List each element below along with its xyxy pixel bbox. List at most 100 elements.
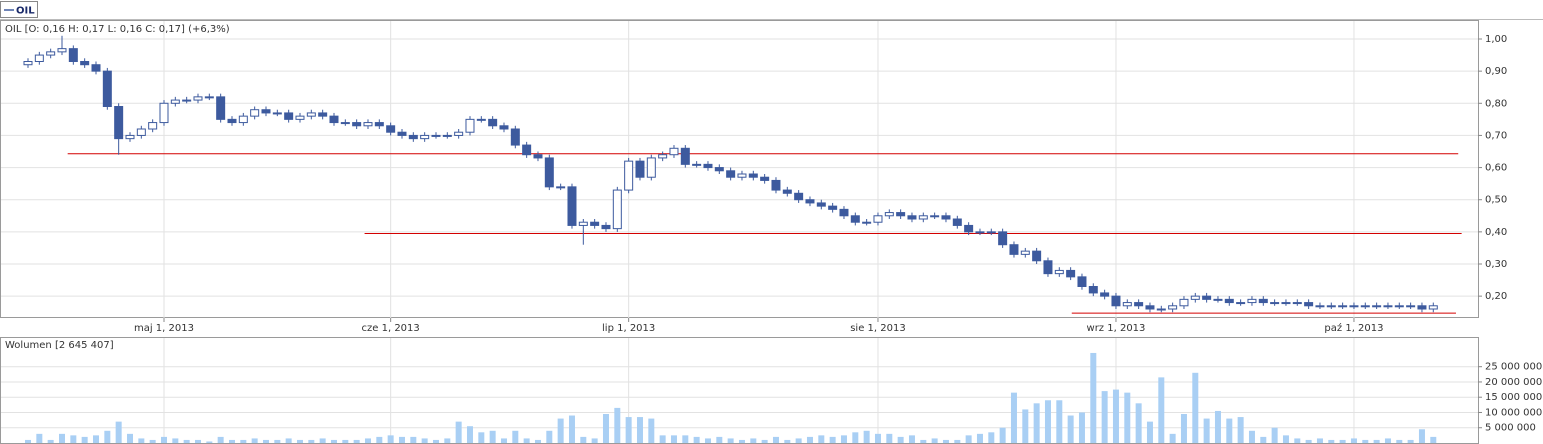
- candle-body: [805, 199, 815, 204]
- volume-bar: [47, 439, 54, 443]
- volume-bar: [1226, 418, 1233, 443]
- candle-body: [964, 224, 974, 233]
- candle-body: [363, 122, 373, 127]
- volume-bar: [1430, 436, 1437, 443]
- candle-body: [1179, 298, 1189, 307]
- volume-bar: [591, 438, 598, 443]
- grid: [1, 21, 1478, 443]
- volume-bar: [602, 414, 609, 443]
- candle-body: [816, 202, 826, 207]
- candle-body: [295, 115, 305, 120]
- volume-bar: [931, 438, 938, 443]
- candle-body: [896, 212, 906, 217]
- candle-body: [692, 163, 702, 166]
- volume-bar: [1407, 439, 1414, 443]
- y-tick-label: 10 000 000: [1485, 407, 1542, 418]
- y-tick-label: 25 000 000: [1485, 362, 1542, 373]
- volume-bar: [92, 435, 99, 443]
- y-tick-label: 15 000 000: [1485, 392, 1542, 403]
- volume-bar: [1418, 429, 1425, 443]
- volume-bar: [217, 436, 224, 443]
- volume-bar: [1112, 389, 1119, 443]
- y-tick-label: 0,20: [1485, 291, 1507, 302]
- volume-bar: [444, 438, 451, 443]
- volume-bar: [58, 433, 65, 443]
- volume-bar: [466, 426, 473, 443]
- price-info: OIL [O: 0,16 H: 0,17 L: 0,16 C: 0,17] (+…: [5, 24, 230, 35]
- candle-body: [499, 125, 509, 130]
- y-tick-label: 1,00: [1485, 34, 1507, 45]
- volume-bar: [478, 432, 485, 443]
- volume-bar: [25, 439, 31, 443]
- candle-body: [1224, 298, 1234, 304]
- candle-body: [1338, 305, 1348, 308]
- volume-bar: [659, 435, 666, 443]
- volume-bar: [1260, 436, 1267, 443]
- volume-bar: [1078, 412, 1085, 443]
- candle-body: [884, 212, 894, 217]
- candle-body: [91, 64, 101, 72]
- candle-body: [635, 160, 645, 178]
- candle-body: [1383, 305, 1393, 308]
- candle-body: [578, 221, 588, 226]
- candle-body: [1088, 286, 1098, 294]
- volume-bar: [1339, 439, 1346, 443]
- candle-body: [533, 154, 543, 159]
- candle-body: [488, 118, 498, 127]
- volume-bar: [716, 436, 723, 443]
- volume-bar: [1294, 438, 1301, 443]
- candle-body: [1417, 305, 1427, 310]
- candle-body: [1168, 305, 1178, 310]
- candle-body: [952, 218, 962, 226]
- volume-bar: [682, 435, 689, 443]
- candle-body: [216, 96, 226, 120]
- volume-bar: [296, 439, 303, 443]
- candle-body: [306, 112, 316, 117]
- candle-body: [873, 215, 883, 223]
- volume-bar: [1056, 400, 1063, 443]
- candle-body: [1360, 305, 1370, 308]
- volume-bar: [1316, 438, 1323, 443]
- volume-bar: [1169, 433, 1176, 443]
- volume-bar: [568, 415, 575, 443]
- candle-body: [680, 147, 690, 165]
- volume-bar: [738, 439, 745, 443]
- volume-bar: [251, 438, 258, 443]
- candle-body: [1032, 250, 1042, 262]
- candle-body: [1100, 292, 1110, 297]
- candle-body: [726, 170, 736, 178]
- candle-body: [1145, 305, 1155, 310]
- y-tick-label: 0,70: [1485, 130, 1507, 141]
- candle-body: [250, 109, 260, 117]
- candle-body: [1202, 295, 1212, 300]
- y-tick-label: 0,50: [1485, 195, 1507, 206]
- y-tick-label: 0,90: [1485, 66, 1507, 77]
- volume-bar: [829, 436, 836, 443]
- volume-bar: [750, 438, 757, 443]
- volume-bar: [648, 418, 655, 443]
- candle-body: [1236, 302, 1246, 305]
- volume-bar: [36, 433, 43, 443]
- volume-bar: [1384, 438, 1391, 443]
- candle-body: [1281, 302, 1291, 305]
- candle-body: [1326, 305, 1336, 308]
- candle-body: [1156, 308, 1166, 311]
- candle-body: [839, 208, 849, 217]
- candle-body: [1315, 305, 1325, 308]
- candle-body: [1066, 269, 1076, 278]
- candle-body: [1134, 302, 1144, 307]
- volume-bar: [806, 436, 813, 443]
- y-tick-label: 0,40: [1485, 227, 1507, 238]
- candle-body: [1428, 305, 1438, 310]
- volume-bar: [840, 435, 847, 443]
- volume-bar: [1373, 439, 1380, 443]
- candle-body: [1406, 305, 1416, 308]
- candle-body: [193, 96, 203, 101]
- candle-body: [612, 189, 622, 230]
- candle-body: [408, 134, 418, 140]
- candle-body: [1020, 250, 1030, 255]
- candle-body: [771, 179, 781, 191]
- volume-bar: [886, 433, 893, 443]
- y-tick-label: 0,60: [1485, 163, 1507, 174]
- candle-body: [737, 173, 747, 178]
